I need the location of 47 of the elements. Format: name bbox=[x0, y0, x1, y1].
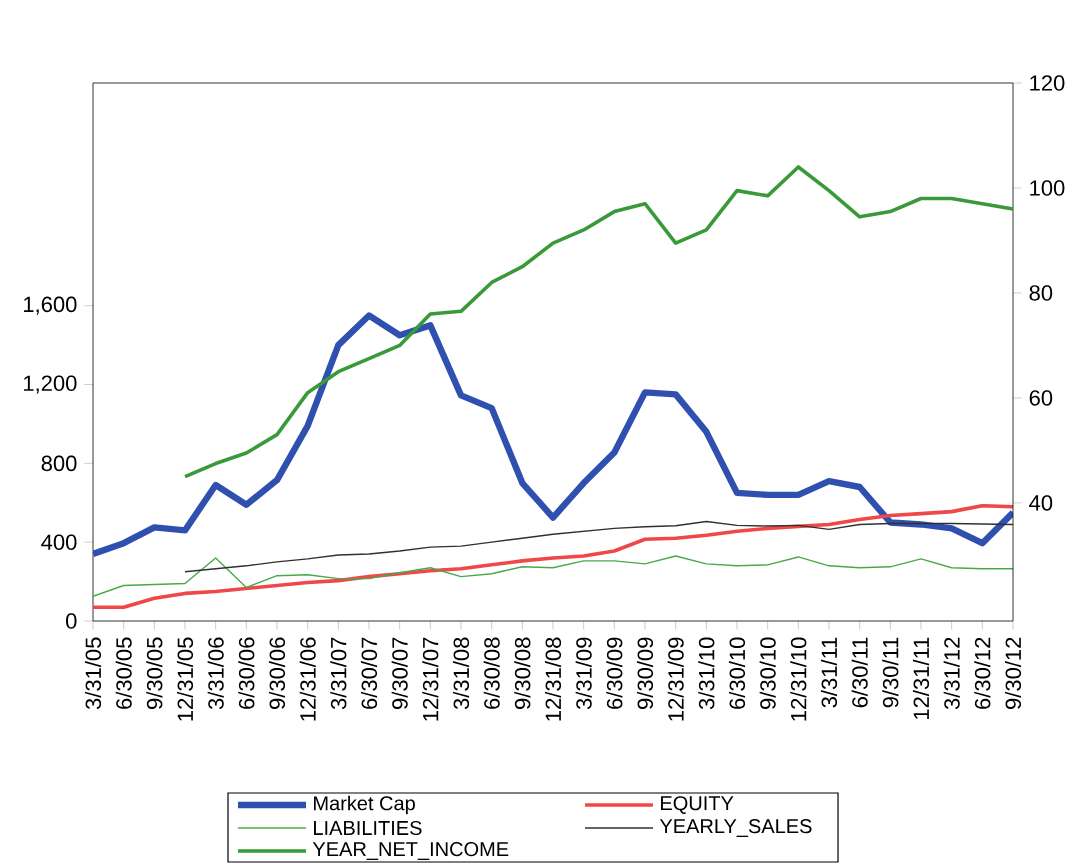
x-tick-label: 9/30/05 bbox=[146, 637, 163, 709]
legend-label: EQUITY bbox=[661, 796, 734, 814]
legend-label: YEARLY_SALES bbox=[659, 819, 812, 837]
y-tick-label: 800 bbox=[41, 455, 77, 472]
x-tick-label: 3/31/12 bbox=[943, 637, 960, 710]
legend-label: YEAR_NET_INCOME bbox=[312, 842, 509, 860]
x-tick-label: 12/31/06 bbox=[299, 637, 316, 721]
x-tick-label: 3/31/06 bbox=[207, 637, 224, 710]
y-tick-label: 1,600 bbox=[24, 296, 77, 315]
legend-label: LIABILITIES bbox=[314, 820, 422, 836]
y2-tick-label: 60 bbox=[1029, 390, 1053, 406]
x-tick-label: 6/30/10 bbox=[728, 637, 746, 709]
x-tick-label: 3/31/10 bbox=[698, 637, 715, 710]
y-tick-label: 0 bbox=[66, 613, 77, 629]
y2-tick-label: 100 bbox=[1030, 180, 1065, 196]
line-series bbox=[93, 555, 1014, 598]
x-tick-label: 12/31/05 bbox=[176, 637, 194, 721]
legend-label: Market Cap bbox=[314, 795, 415, 815]
x-tick-label: 12/31/10 bbox=[790, 637, 807, 721]
x-tick-label: 9/30/11 bbox=[882, 637, 899, 708]
x-tick-label: 3/31/09 bbox=[575, 637, 592, 710]
x-tick-label: 9/30/08 bbox=[514, 637, 531, 709]
x-tick-label: 12/31/09 bbox=[667, 637, 684, 721]
y2-tick-label: 40 bbox=[1029, 495, 1053, 511]
x-tick-label: 6/30/11 bbox=[851, 637, 868, 708]
x-tick-label: 12/31/11 bbox=[912, 637, 930, 719]
x-tick-label: 6/30/06 bbox=[238, 637, 255, 709]
x-tick-label: 3/31/11 bbox=[820, 637, 838, 708]
x-tick-label: 3/31/07 bbox=[330, 637, 347, 710]
y-tick-label: 400 bbox=[41, 534, 77, 550]
x-tick-label: 6/30/07 bbox=[360, 637, 378, 709]
x-tick-label: 12/31/07 bbox=[422, 637, 439, 721]
x-tick-label: 9/30/06 bbox=[268, 637, 286, 709]
x-tick-label: 6/30/08 bbox=[483, 637, 500, 709]
x-tick-label: 9/30/07 bbox=[391, 637, 408, 709]
y2-tick-label: 80 bbox=[1029, 285, 1053, 301]
y-tick-label: 1,200 bbox=[24, 375, 77, 394]
x-tick-label: 6/30/09 bbox=[606, 637, 623, 709]
x-tick-label: 12/31/08 bbox=[544, 637, 562, 721]
x-tick-label: 3/31/05 bbox=[84, 637, 102, 710]
x-tick-label: 3/31/08 bbox=[452, 637, 470, 710]
x-tick-label: 6/30/12 bbox=[974, 637, 991, 709]
x-tick-label: 6/30/05 bbox=[115, 637, 132, 709]
x-tick-label: 9/30/09 bbox=[636, 637, 654, 709]
x-tick-label: 9/30/10 bbox=[759, 637, 776, 709]
y2-tick-label: 120 bbox=[1030, 75, 1065, 91]
x-tick-label: 9/30/12 bbox=[1004, 637, 1022, 709]
